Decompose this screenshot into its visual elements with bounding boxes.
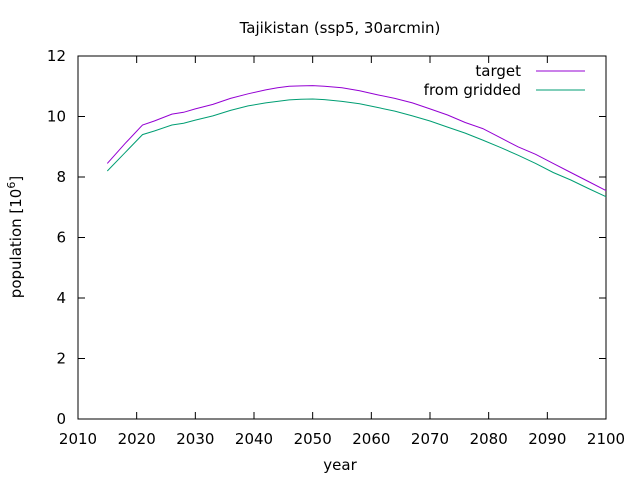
y-axis-title-main: population [10 — [7, 189, 25, 299]
x-tick-label: 2080 — [470, 430, 508, 448]
x-axis-title: year — [323, 456, 357, 474]
y-axis: 0 2 4 6 8 10 12 — [47, 47, 606, 428]
x-tick-label: 2070 — [411, 430, 449, 448]
chart-title: Tajikistan (ssp5, 30arcmin) — [239, 19, 441, 37]
y-tick-label: 6 — [56, 229, 66, 247]
x-tick-label: 2100 — [587, 430, 625, 448]
y-tick-label: 12 — [47, 47, 66, 65]
y-tick-label: 8 — [56, 168, 66, 186]
y-tick-label: 0 — [56, 410, 66, 428]
y-axis-title-exponent: 6 — [5, 182, 18, 189]
x-tick-label: 2040 — [235, 430, 273, 448]
legend-label-1: from gridded — [424, 81, 521, 99]
x-tick-label: 2020 — [118, 430, 156, 448]
y-tick-label: 4 — [56, 289, 66, 307]
y-axis-title-end: ] — [7, 176, 25, 182]
x-tick-label: 2010 — [59, 430, 97, 448]
legend-label-0: target — [475, 62, 521, 80]
x-tick-label: 2090 — [528, 430, 566, 448]
y-tick-label: 2 — [56, 350, 66, 368]
series-line-1 — [106, 98, 607, 198]
x-tick-label: 2030 — [176, 430, 214, 448]
plot-frame — [77, 55, 607, 420]
series-layer — [106, 85, 607, 198]
y-axis-title: population [106] — [5, 176, 25, 298]
series-line-0 — [106, 85, 607, 192]
x-tick-label: 2050 — [294, 430, 332, 448]
x-axis: 2010 2020 2030 2040 2050 2060 2070 2080 2090 2100 — [59, 56, 625, 448]
x-tick-label: 2060 — [352, 430, 390, 448]
y-tick-label: 10 — [47, 108, 66, 126]
